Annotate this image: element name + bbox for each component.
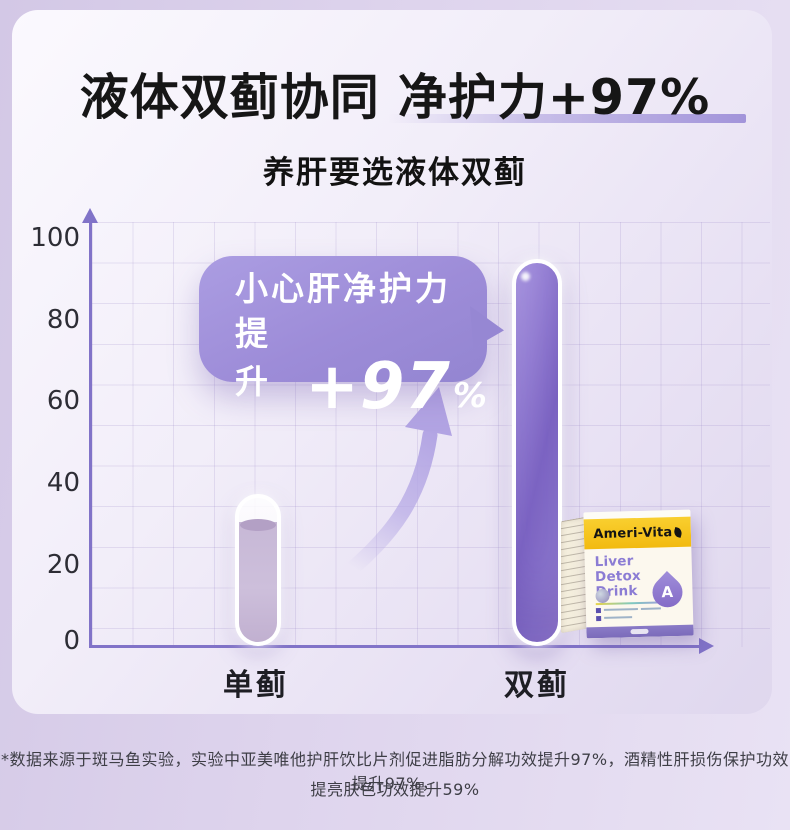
- callout-percent-sign: %: [452, 376, 487, 417]
- y-tick-100: 100: [30, 223, 80, 253]
- y-tick-60: 60: [46, 386, 80, 416]
- bar-double-thistle: [512, 259, 562, 646]
- tube-liquid-surface: [240, 519, 276, 531]
- page-title: 液体双蓟协同 净护力+97%: [79, 69, 711, 126]
- tube-liquid-fill: [239, 522, 277, 642]
- product-box-front: Ameri-Vita Liver Detox Drink A: [583, 509, 694, 639]
- certification-badge-icon: [595, 588, 610, 604]
- x-axis-arrow-icon: [699, 638, 714, 654]
- y-tick-80: 80: [46, 305, 80, 335]
- product-box-supplement-panel: [561, 516, 586, 634]
- y-axis-arrow-icon: [82, 208, 98, 223]
- callout-bubble: 小心肝净护力 提升 +97 %: [199, 256, 504, 419]
- growth-arrow-icon: [345, 387, 452, 573]
- x-axis-line: [89, 645, 701, 648]
- page-subtitle: 养肝要选液体双蓟: [263, 155, 527, 191]
- callout-lift-label: 提升: [235, 314, 271, 402]
- title-highlight-underline: [388, 114, 746, 123]
- brand-leaf-icon: [672, 526, 683, 538]
- bar-single-thistle: [235, 494, 281, 646]
- y-tick-20: 20: [46, 550, 80, 580]
- product-box-body: Liver Detox Drink A: [584, 547, 693, 628]
- callout-value: +97: [305, 350, 451, 425]
- product-box: Ameri-Vita Liver Detox Drink A: [561, 509, 694, 641]
- callout-line1: 小心肝净护力: [235, 269, 451, 308]
- label-fineprint-row: [596, 613, 685, 621]
- x-label-single-thistle: 单蓟: [223, 668, 289, 703]
- disclaimer-line2: 提亮肤色功效提升59%: [310, 780, 480, 799]
- base-pill-mark: [630, 628, 649, 635]
- capsule-highlight: [521, 272, 530, 281]
- disclaimer-line1: *数据来源于斑马鱼实验，实验中亚美唯他护肝饮比片剂促进脂肪分解功效提升97%，酒…: [0, 750, 790, 793]
- product-box-base: [586, 624, 694, 639]
- brand-band: Ameri-Vita: [583, 516, 692, 550]
- x-label-double-thistle: 双蓟: [504, 668, 570, 703]
- y-tick-0: 0: [63, 626, 80, 656]
- brand-name: Ameri-Vita: [593, 524, 673, 542]
- y-tick-40: 40: [46, 468, 80, 498]
- y-axis-line: [89, 222, 92, 648]
- logo-letter: A: [661, 583, 674, 602]
